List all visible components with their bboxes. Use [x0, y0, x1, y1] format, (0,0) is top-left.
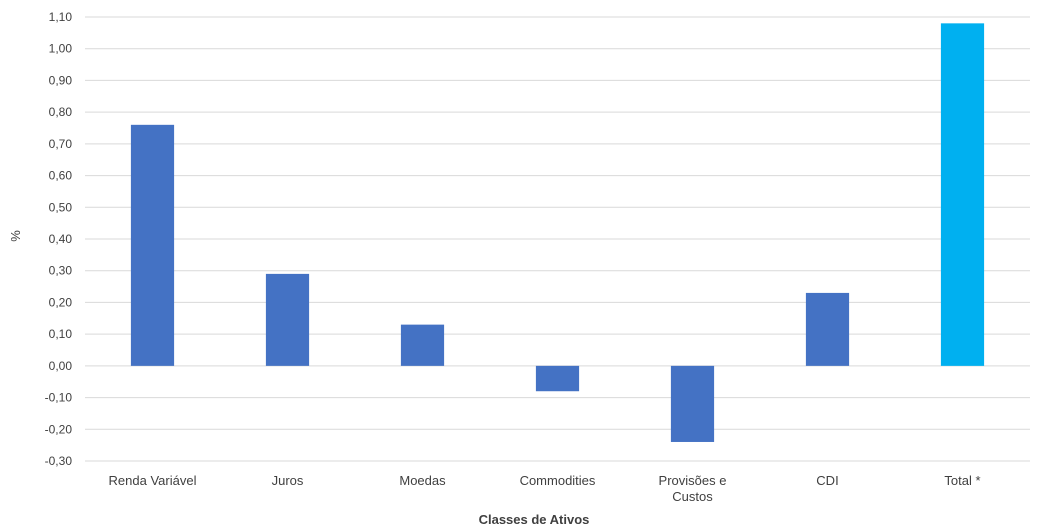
y-tick-label: 0,50 — [49, 200, 73, 214]
y-tick-label: -0,10 — [45, 391, 73, 405]
bar — [670, 365, 715, 442]
y-tick-label: 0,90 — [49, 73, 73, 87]
y-tick-label: 0,80 — [49, 105, 73, 119]
y-tick-label: 0,20 — [49, 295, 73, 309]
y-tick-label: 0,30 — [49, 264, 73, 278]
x-category-label: Moedas — [399, 473, 446, 488]
x-category-label: Commodities — [520, 473, 596, 488]
y-tick-label: 0,00 — [49, 359, 73, 373]
y-tick-label: 0,40 — [49, 232, 73, 246]
bar — [400, 324, 445, 366]
bar — [805, 292, 850, 366]
x-category-label: Juros — [272, 473, 304, 488]
bar — [940, 23, 985, 366]
bar — [130, 124, 175, 366]
y-tick-label: 0,70 — [49, 137, 73, 151]
bar — [535, 365, 580, 392]
y-tick-label: 0,60 — [49, 169, 73, 183]
x-axis-title: Classes de Ativos — [479, 512, 590, 527]
bars — [130, 23, 985, 442]
x-category-label: CDI — [816, 473, 838, 488]
x-category-label: Total * — [944, 473, 980, 488]
x-category-label: Renda Variável — [109, 473, 197, 488]
y-tick-label: 0,10 — [49, 327, 73, 341]
x-category-labels: Renda Variável Juros Moedas Commodities Prov… — [109, 473, 981, 504]
y-tick-label: -0,20 — [45, 422, 73, 436]
x-category-label: Provisões e Custos — [659, 473, 727, 504]
y-tick-label: 1,00 — [49, 42, 73, 56]
y-axis-title: % — [8, 230, 23, 242]
bar — [265, 273, 310, 366]
y-tick-label: 1,10 — [49, 10, 73, 24]
y-tick-label: -0,30 — [45, 454, 73, 468]
gridlines — [85, 16, 1030, 462]
y-tick-labels: -0,30 -0,20 -0,10 0,00 0,10 0,20 0,30 0,40 0,50 0… — [45, 10, 73, 468]
